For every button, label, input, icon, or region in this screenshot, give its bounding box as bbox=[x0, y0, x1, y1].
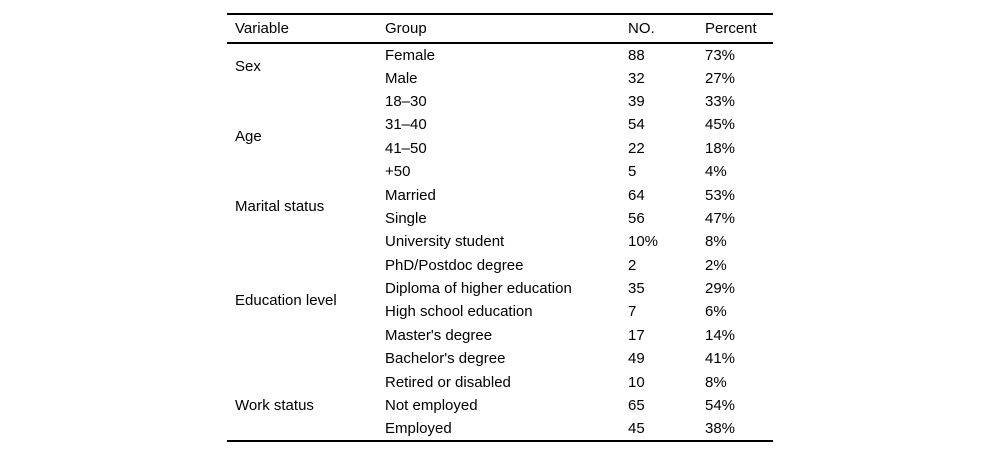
table-row: 41–50 22 18% bbox=[227, 137, 773, 160]
group-cell: 18–30 bbox=[385, 92, 427, 110]
table-header: Variable Group NO. Percent bbox=[227, 14, 773, 44]
no-cell: 56 bbox=[628, 209, 645, 227]
percent-cell: 8% bbox=[705, 233, 727, 251]
percent-cell: 18% bbox=[705, 139, 736, 157]
table-row: Not employed 65 54% bbox=[227, 394, 773, 417]
table-row: Work status Retired or disabled 10 8% bbox=[227, 370, 773, 413]
group-cell: Female bbox=[385, 46, 436, 64]
table-row: Sex Female 88 73% bbox=[227, 43, 773, 75]
table-row: Diploma of higher education 35 29% bbox=[227, 277, 773, 300]
no-cell: 49 bbox=[628, 350, 645, 368]
variable-cell: Age bbox=[235, 128, 262, 146]
table-row: Employed 45 38% bbox=[227, 417, 773, 440]
no-cell: 22 bbox=[628, 139, 645, 157]
no-cell: 39 bbox=[628, 92, 645, 110]
group-cell: High school education bbox=[385, 303, 533, 321]
group-cell: Retired or disabled bbox=[385, 373, 511, 391]
table-row: Male 32 27% bbox=[227, 66, 773, 89]
demographics-table-wrap: Variable Group NO. Percent Sex Female 88 73… bbox=[227, 13, 773, 442]
table-row: Age 18–30 39 33% bbox=[227, 90, 773, 144]
percent-cell: 45% bbox=[705, 116, 736, 134]
group-cell: Bachelor's degree bbox=[385, 350, 506, 368]
column-header-variable: Variable bbox=[227, 14, 377, 44]
no-cell: 88 bbox=[628, 46, 645, 64]
percent-cell: 47% bbox=[705, 209, 736, 227]
percent-cell: 41% bbox=[705, 350, 736, 368]
column-header-no: NO. bbox=[620, 14, 697, 44]
percent-cell: 38% bbox=[705, 419, 736, 437]
table-row: PhD/Postdoc degree 2 2% bbox=[227, 254, 773, 277]
percent-cell: 4% bbox=[705, 163, 727, 181]
table-row: Single 56 47% bbox=[227, 207, 773, 230]
group-cell: Diploma of higher education bbox=[385, 280, 572, 298]
percent-cell: 29% bbox=[705, 280, 736, 298]
group-cell: +50 bbox=[385, 163, 411, 181]
column-header-percent: Percent bbox=[697, 14, 773, 44]
percent-cell: 8% bbox=[705, 373, 727, 391]
no-cell: 10 bbox=[628, 373, 645, 391]
table-row: Bachelor's degree 49 41% bbox=[227, 347, 773, 370]
percent-cell: 54% bbox=[705, 397, 736, 415]
table-row: Education level University student 10% 8% bbox=[227, 230, 773, 308]
group-cell: 31–40 bbox=[385, 116, 427, 134]
group-cell: Employed bbox=[385, 419, 452, 437]
no-cell: 64 bbox=[628, 186, 645, 204]
no-cell: 2 bbox=[628, 256, 637, 274]
no-cell: 35 bbox=[628, 280, 645, 298]
no-cell: 17 bbox=[628, 326, 645, 344]
percent-cell: 27% bbox=[705, 69, 736, 87]
no-cell: 45 bbox=[628, 419, 645, 437]
group-cell: University student bbox=[385, 233, 505, 251]
group-cell: PhD/Postdoc degree bbox=[385, 256, 524, 274]
percent-cell: 14% bbox=[705, 326, 736, 344]
percent-cell: 6% bbox=[705, 303, 727, 321]
no-cell: 65 bbox=[628, 397, 645, 415]
column-header-group: Group bbox=[377, 14, 620, 44]
table-row: Master's degree 17 14% bbox=[227, 324, 773, 347]
no-cell: 5 bbox=[628, 163, 637, 181]
table-row: 31–40 54 45% bbox=[227, 113, 773, 136]
group-cell: Male bbox=[385, 69, 418, 87]
no-cell: 54 bbox=[628, 116, 645, 134]
group-cell: Married bbox=[385, 186, 436, 204]
percent-cell: 53% bbox=[705, 186, 736, 204]
group-cell: Master's degree bbox=[385, 326, 493, 344]
variable-cell: Marital status bbox=[235, 198, 325, 216]
variable-cell: Sex bbox=[235, 58, 261, 76]
group-cell: Single bbox=[385, 209, 427, 227]
no-cell: 7 bbox=[628, 303, 637, 321]
table-row: +50 5 4% bbox=[227, 160, 773, 183]
header-row: Variable Group NO. Percent bbox=[227, 14, 773, 44]
table-body: Sex Female 88 73% Male 32 27% Age 18–30 39 33% 31–4… bbox=[227, 43, 773, 441]
table-row: Marital status Married 64 53% bbox=[227, 183, 773, 214]
percent-cell: 33% bbox=[705, 92, 736, 110]
no-cell: 32 bbox=[628, 69, 645, 87]
group-cell: Not employed bbox=[385, 397, 478, 415]
group-cell: 41–50 bbox=[385, 139, 427, 157]
no-cell: 10% bbox=[628, 233, 659, 251]
percent-cell: 73% bbox=[705, 46, 736, 64]
demographics-table: Variable Group NO. Percent Sex Female 88 73… bbox=[227, 13, 773, 442]
table-row: High school education 7 6% bbox=[227, 300, 773, 323]
variable-cell: Education level bbox=[235, 291, 337, 309]
variable-cell: Work status bbox=[235, 396, 314, 414]
percent-cell: 2% bbox=[705, 256, 727, 274]
